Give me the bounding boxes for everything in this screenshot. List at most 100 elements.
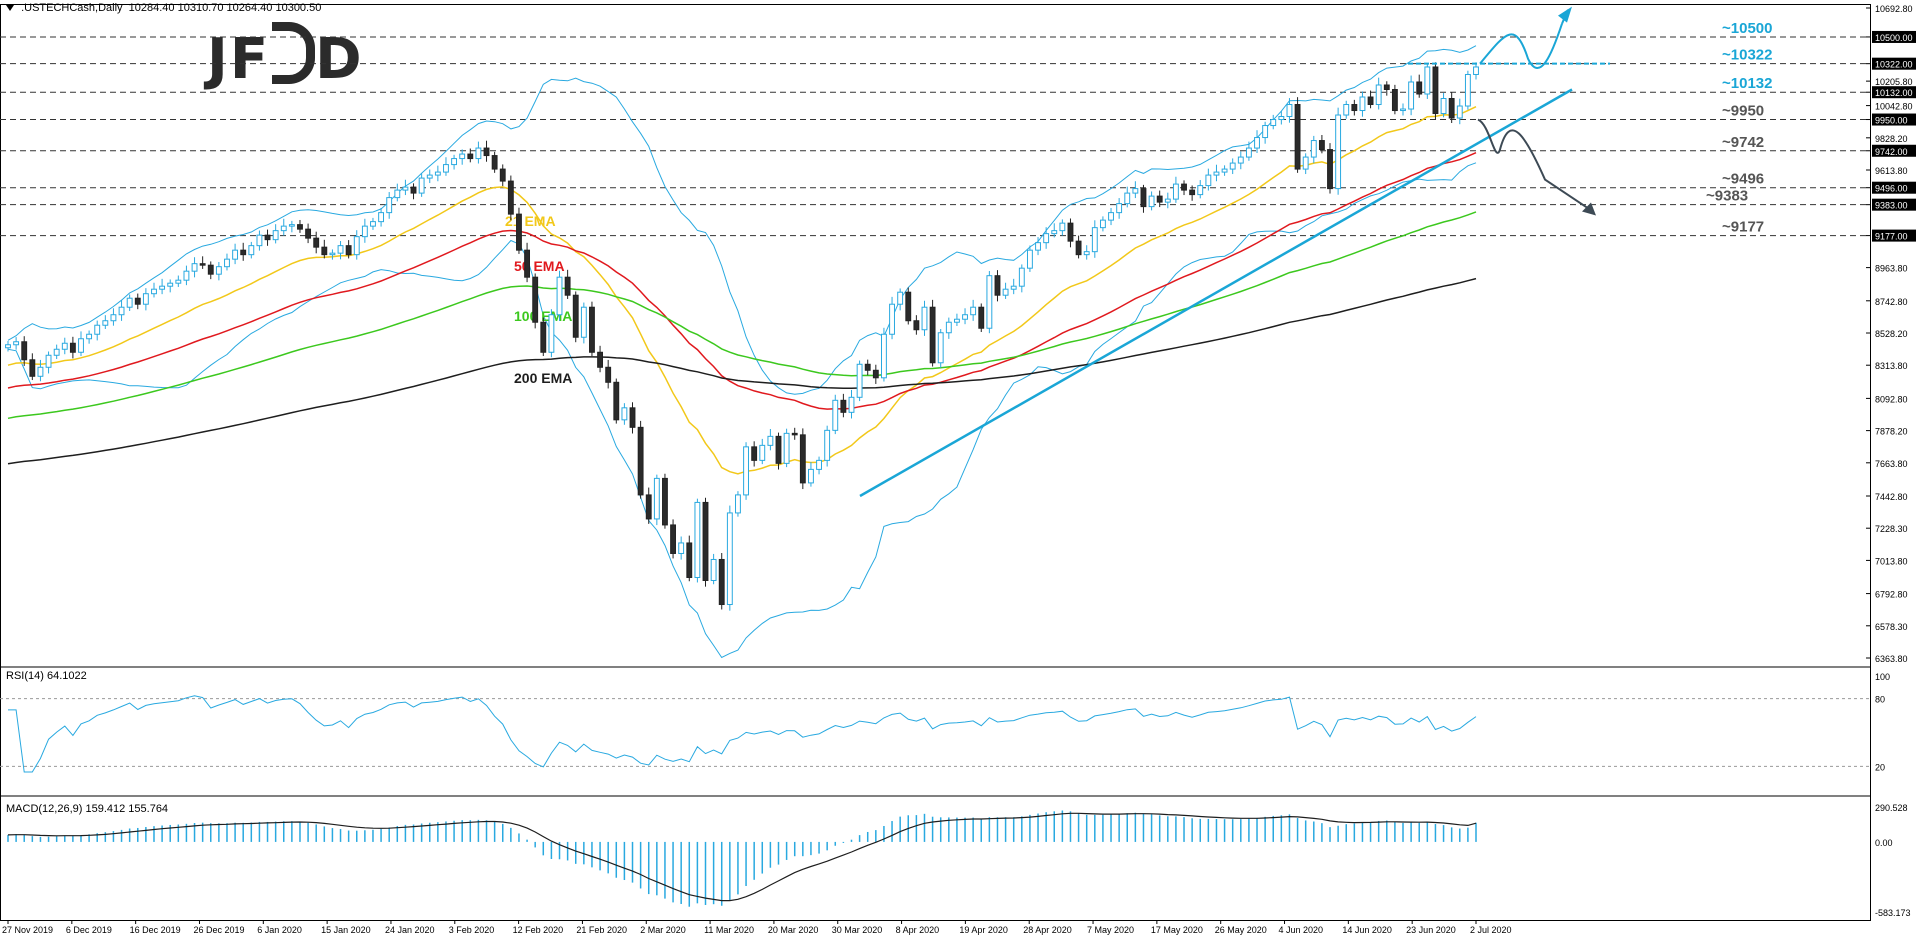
price-tick-label: 8092.80 xyxy=(1875,394,1908,404)
candle-body xyxy=(167,282,174,287)
price-tick-highlight xyxy=(1872,86,1916,99)
price-tick-label: 6792.80 xyxy=(1875,590,1908,600)
candle-body xyxy=(872,369,879,379)
candle-body xyxy=(1278,116,1285,121)
candle-body xyxy=(151,288,157,295)
candle-body xyxy=(475,147,482,160)
candle-body xyxy=(1010,285,1017,290)
candle-body xyxy=(751,446,758,461)
price-tick-label: 7878.20 xyxy=(1875,427,1908,437)
candle-body xyxy=(232,249,239,260)
candle-body xyxy=(102,320,109,326)
candle-body xyxy=(305,228,312,239)
candles xyxy=(5,62,1479,611)
price-tick-label: 7663.80 xyxy=(1875,459,1908,469)
level-label: ~9383 xyxy=(1706,188,1748,205)
ema-label: 21 EMA xyxy=(505,213,556,229)
candle-body xyxy=(142,293,149,305)
candle-body xyxy=(53,348,60,356)
candle-body xyxy=(840,399,847,413)
candle-body xyxy=(370,221,376,227)
candle-body xyxy=(1448,98,1455,119)
candle-body xyxy=(467,153,474,160)
candle-body xyxy=(1383,84,1390,91)
price-tick-highlight xyxy=(1872,198,1916,211)
candle-body xyxy=(1310,140,1317,158)
candle-body xyxy=(524,249,531,278)
candle-body xyxy=(264,234,271,241)
dropdown-triangle-icon[interactable] xyxy=(6,5,14,12)
level-label: ~10322 xyxy=(1722,47,1772,64)
candle-body xyxy=(5,344,11,349)
time-tick-label: 16 Dec 2019 xyxy=(130,925,181,935)
candle-body xyxy=(1018,267,1025,287)
price-tick-highlight xyxy=(1872,229,1916,242)
candle-body xyxy=(1456,105,1463,119)
candle-body xyxy=(29,359,36,377)
candle-body xyxy=(199,263,206,266)
candle-body xyxy=(69,342,76,353)
price-tick-label: 8528.20 xyxy=(1875,329,1908,339)
candle-body xyxy=(953,318,960,323)
time-tick-label: 3 Feb 2020 xyxy=(449,925,495,935)
candle-body xyxy=(1035,242,1041,251)
candle-body xyxy=(45,354,52,368)
candle-body xyxy=(175,279,182,284)
candle-body xyxy=(110,314,117,322)
candle-body xyxy=(986,275,993,329)
candle-body xyxy=(1164,198,1171,203)
time-tick-label: 14 Jun 2020 xyxy=(1342,925,1392,935)
candle-body xyxy=(1367,96,1374,106)
time-tick-label: 20 Mar 2020 xyxy=(768,925,819,935)
candle-body xyxy=(548,314,555,353)
candle-body xyxy=(1318,140,1325,151)
price-tick-label: 10500.00 xyxy=(1875,33,1913,43)
time-tick-label: 6 Dec 2019 xyxy=(66,925,112,935)
price-tick-label: 10205.80 xyxy=(1875,77,1913,87)
candle-body xyxy=(1132,188,1139,194)
candle-body xyxy=(159,285,166,290)
candle-body xyxy=(1108,212,1114,221)
time-tick-label: 27 Nov 2019 xyxy=(2,925,53,935)
time-tick-label: 26 May 2020 xyxy=(1215,925,1267,935)
price-tick-highlight xyxy=(1872,144,1916,157)
candle-body xyxy=(597,351,603,368)
level-label: ~9177 xyxy=(1722,219,1764,236)
time-tick-label: 6 Jan 2020 xyxy=(257,925,302,935)
candle-body xyxy=(297,224,303,230)
candle-body xyxy=(272,230,279,241)
candle-body xyxy=(1075,240,1082,256)
annotations xyxy=(859,6,1610,498)
candle-body xyxy=(288,224,295,227)
macd-tick-label: 0.00 xyxy=(1875,838,1893,848)
logo-text-right: D xyxy=(315,27,364,92)
ema-line xyxy=(7,106,1477,475)
candle-body xyxy=(434,171,441,176)
candle-body xyxy=(572,294,579,338)
candle-body xyxy=(767,435,774,446)
candle-body xyxy=(402,186,409,191)
time-tick-label: 12 Feb 2020 xyxy=(513,925,564,935)
chart-frame xyxy=(0,4,1871,921)
candle-body xyxy=(645,494,652,520)
candle-body xyxy=(564,276,571,296)
uptrend-line xyxy=(859,88,1573,498)
candle-body xyxy=(1043,233,1050,244)
candle-body xyxy=(191,263,198,272)
price-tick-label: 7228.30 xyxy=(1875,524,1908,534)
candle-body xyxy=(791,432,798,436)
price-tick-label: 9383.00 xyxy=(1875,201,1908,211)
candle-body xyxy=(256,234,263,247)
bollinger-bands xyxy=(7,45,1477,659)
candle-body xyxy=(1205,174,1212,187)
candle-body xyxy=(1051,230,1058,235)
candle-body xyxy=(1270,119,1277,127)
candle-body xyxy=(1221,168,1228,173)
candle-body xyxy=(1375,84,1382,106)
candle-body xyxy=(248,245,255,256)
price-tick-label: 8963.80 xyxy=(1875,264,1908,274)
ema-label: 50 EMA xyxy=(514,258,565,274)
candle-body xyxy=(1294,104,1301,170)
candle-body xyxy=(629,407,636,428)
